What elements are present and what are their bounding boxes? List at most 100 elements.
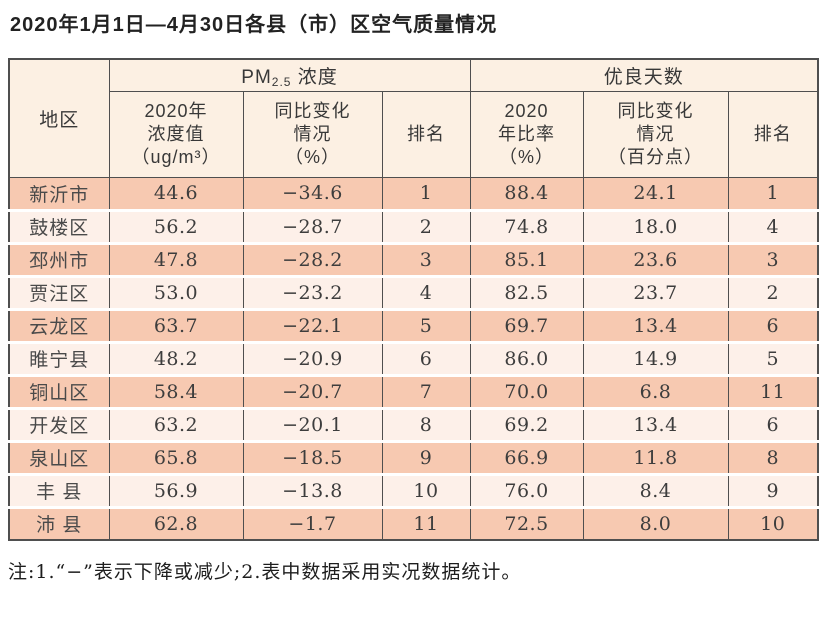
cell-region: 新沂市 bbox=[8, 176, 110, 210]
cell-region: 铜山区 bbox=[8, 373, 110, 408]
cell-region: 贾汪区 bbox=[8, 274, 110, 309]
cell-pm25-rank: 10 bbox=[381, 472, 471, 507]
cell-good-rank: 10 bbox=[727, 505, 819, 540]
cell-region: 邳州市 bbox=[8, 241, 110, 276]
cell-pm25-change: −22.1 bbox=[242, 307, 383, 342]
cell-pm25-change: −28.7 bbox=[242, 208, 383, 243]
cell-good-rank: 6 bbox=[727, 307, 819, 342]
cell-pm25-value: 44.6 bbox=[108, 176, 244, 210]
cell-pm25-value: 56.9 bbox=[108, 472, 244, 507]
cell-pm25-change: −20.1 bbox=[242, 406, 383, 441]
cell-pm25-rank: 7 bbox=[381, 373, 471, 408]
cell-pm25-change: −13.8 bbox=[242, 472, 383, 507]
cell-good-rank: 2 bbox=[727, 274, 819, 309]
pm25-label-subscript: 2.5 bbox=[271, 74, 292, 89]
cell-good-change: 6.8 bbox=[582, 373, 729, 408]
table-row: 云龙区 63.7 −22.1 5 69.7 13.4 6 bbox=[8, 307, 819, 342]
cell-region: 鼓楼区 bbox=[8, 208, 110, 243]
cell-pm25-change: −23.2 bbox=[242, 274, 383, 309]
cell-good-rate: 69.7 bbox=[469, 307, 584, 342]
table-body: 新沂市 44.6 −34.6 1 88.4 24.1 1 鼓楼区 56.2 −28.7 2 74.8 1… bbox=[8, 176, 819, 540]
cell-pm25-value: 47.8 bbox=[108, 241, 244, 276]
cell-good-change: 11.8 bbox=[582, 439, 729, 474]
table-row: 新沂市 44.6 −34.6 1 88.4 24.1 1 bbox=[8, 176, 819, 210]
cell-pm25-change: −28.2 bbox=[242, 241, 383, 276]
cell-region: 泉山区 bbox=[8, 439, 110, 474]
footnote: 注:1.“−”表示下降或减少;2.表中数据采用实况数据统计。 bbox=[8, 561, 522, 583]
cell-region: 睢宁县 bbox=[8, 340, 110, 375]
cell-pm25-rank: 9 bbox=[381, 439, 471, 474]
cell-region: 丰 县 bbox=[8, 472, 110, 507]
column-header-pm25-value: 2020年 浓度值 （ug/m³） bbox=[108, 90, 244, 178]
cell-good-change: 18.0 bbox=[582, 208, 729, 243]
cell-good-rate: 76.0 bbox=[469, 472, 584, 507]
cell-good-rate: 72.5 bbox=[469, 505, 584, 540]
cell-pm25-rank: 3 bbox=[381, 241, 471, 276]
cell-good-rank: 5 bbox=[727, 340, 819, 375]
cell-pm25-value: 48.2 bbox=[108, 340, 244, 375]
cell-pm25-rank: 2 bbox=[381, 208, 471, 243]
cell-good-change: 23.7 bbox=[582, 274, 729, 309]
air-quality-table: 地区 PM2.5 浓度 优良天数 2020年 浓度值 （ug/m³） 同比变化 … bbox=[8, 58, 820, 541]
cell-good-rate: 82.5 bbox=[469, 274, 584, 309]
cell-pm25-rank: 8 bbox=[381, 406, 471, 441]
cell-good-rate: 85.1 bbox=[469, 241, 584, 276]
cell-pm25-value: 56.2 bbox=[108, 208, 244, 243]
header-sub-row: 2020年 浓度值 （ug/m³） 同比变化 情况 （%） 排名 2020 年比… bbox=[9, 90, 819, 178]
cell-good-change: 23.6 bbox=[582, 241, 729, 276]
pm25-label-suffix: 浓度 bbox=[291, 66, 338, 88]
column-header-good-rank: 排名 bbox=[727, 90, 819, 178]
cell-pm25-change: −1.7 bbox=[242, 505, 383, 540]
cell-pm25-rank: 5 bbox=[381, 307, 471, 342]
cell-pm25-rank: 11 bbox=[381, 505, 471, 540]
column-header-good-rate: 2020 年比率 （%） bbox=[469, 90, 584, 178]
cell-pm25-rank: 6 bbox=[381, 340, 471, 375]
table-row: 泉山区 65.8 −18.5 9 66.9 11.8 8 bbox=[8, 439, 819, 474]
table-row: 邳州市 47.8 −28.2 3 85.1 23.6 3 bbox=[8, 241, 819, 276]
column-header-pm25-rank: 排名 bbox=[381, 90, 471, 178]
table-row: 沛 县 62.8 −1.7 11 72.5 8.0 10 bbox=[8, 505, 819, 540]
table-row: 贾汪区 53.0 −23.2 4 82.5 23.7 2 bbox=[8, 274, 819, 309]
table-row: 开发区 63.2 −20.1 8 69.2 13.4 6 bbox=[8, 406, 819, 441]
header-group-row: 地区 PM2.5 浓度 优良天数 bbox=[8, 58, 819, 178]
cell-good-rank: 11 bbox=[727, 373, 819, 408]
cell-region: 沛 县 bbox=[8, 505, 110, 540]
table-row: 鼓楼区 56.2 −28.7 2 74.8 18.0 4 bbox=[8, 208, 819, 243]
cell-good-rate: 69.2 bbox=[469, 406, 584, 441]
column-header-pm25-change: 同比变化 情况 （%） bbox=[242, 90, 383, 178]
column-group-pm25: PM2.5 浓度 bbox=[108, 58, 471, 92]
cell-good-rank: 1 bbox=[727, 176, 819, 210]
cell-good-rank: 8 bbox=[727, 439, 819, 474]
cell-region: 开发区 bbox=[8, 406, 110, 441]
pm25-label-prefix: PM bbox=[241, 66, 272, 88]
cell-good-change: 13.4 bbox=[582, 307, 729, 342]
cell-good-rate: 88.4 bbox=[469, 176, 584, 210]
cell-good-rank: 9 bbox=[727, 472, 819, 507]
cell-good-change: 24.1 bbox=[582, 176, 729, 210]
table-row: 铜山区 58.4 −20.7 7 70.0 6.8 11 bbox=[8, 373, 819, 408]
column-header-good-change: 同比变化 情况 （百分点） bbox=[582, 90, 729, 178]
cell-pm25-rank: 1 bbox=[381, 176, 471, 210]
column-group-good-days: 优良天数 bbox=[469, 58, 819, 92]
cell-pm25-change: −20.9 bbox=[242, 340, 383, 375]
cell-good-rank: 6 bbox=[727, 406, 819, 441]
cell-good-change: 8.4 bbox=[582, 472, 729, 507]
cell-pm25-value: 63.2 bbox=[108, 406, 244, 441]
cell-good-rate: 66.9 bbox=[469, 439, 584, 474]
cell-good-rank: 3 bbox=[727, 241, 819, 276]
table-row: 睢宁县 48.2 −20.9 6 86.0 14.9 5 bbox=[8, 340, 819, 375]
page-title: 2020年1月1日—4月30日各县（市）区空气质量情况 bbox=[10, 14, 498, 36]
cell-pm25-value: 53.0 bbox=[108, 274, 244, 309]
cell-pm25-value: 65.8 bbox=[108, 439, 244, 474]
cell-good-rank: 4 bbox=[727, 208, 819, 243]
cell-pm25-change: −20.7 bbox=[242, 373, 383, 408]
table-header: 地区 PM2.5 浓度 优良天数 2020年 浓度值 （ug/m³） 同比变化 … bbox=[8, 58, 819, 178]
cell-pm25-rank: 4 bbox=[381, 274, 471, 309]
cell-pm25-value: 63.7 bbox=[108, 307, 244, 342]
cell-good-change: 13.4 bbox=[582, 406, 729, 441]
cell-pm25-value: 58.4 bbox=[108, 373, 244, 408]
cell-good-rate: 70.0 bbox=[469, 373, 584, 408]
cell-pm25-change: −18.5 bbox=[242, 439, 383, 474]
cell-pm25-value: 62.8 bbox=[108, 505, 244, 540]
